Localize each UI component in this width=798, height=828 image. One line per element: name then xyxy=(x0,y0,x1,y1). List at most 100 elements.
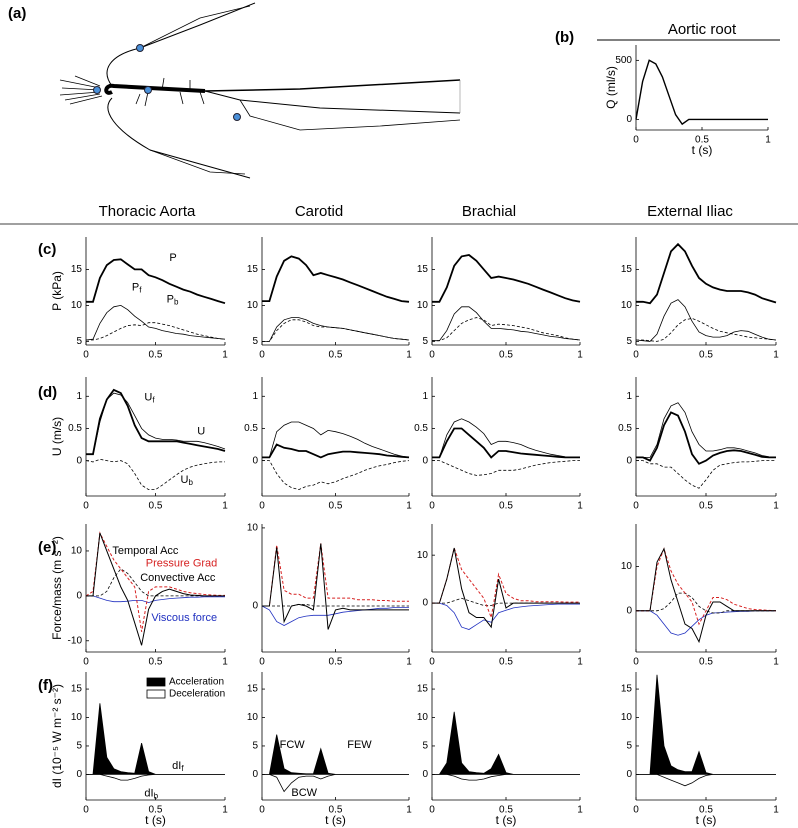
artery-network-diagram xyxy=(59,2,461,179)
series-line xyxy=(86,258,226,305)
x-tick-label: 1 xyxy=(406,805,412,816)
series-line xyxy=(432,254,581,303)
y-tick-label: 10 xyxy=(247,300,259,311)
artery xyxy=(135,77,205,107)
y-tick-label: 15 xyxy=(247,684,259,695)
panel-label: (f) xyxy=(38,677,53,694)
x-tick-label: 0.5 xyxy=(149,350,163,361)
annotation-text: P xyxy=(167,294,174,306)
x-tick-label: 0 xyxy=(259,501,265,512)
series-line xyxy=(262,421,410,458)
y-tick-label: 15 xyxy=(71,684,83,695)
y-tick-label: 5 xyxy=(252,741,258,752)
x-tick-label: 1 xyxy=(577,350,583,361)
y-tick-label: 15 xyxy=(417,684,429,695)
y-tick-label: 10 xyxy=(621,561,633,572)
y-tick-label: 15 xyxy=(417,264,429,275)
annotation: U xyxy=(197,426,205,438)
y-tick-label: 10 xyxy=(247,712,259,723)
y-tick-label: 10 xyxy=(71,546,83,557)
series-line xyxy=(636,242,777,305)
site-marker xyxy=(233,113,241,121)
annotation-text: dI xyxy=(172,760,181,772)
x-tick-label: 1 xyxy=(222,657,228,668)
x-tick-label: 0.5 xyxy=(329,501,343,512)
y-tick-label: 10 xyxy=(621,712,633,723)
y-tick-label: 0 xyxy=(422,455,428,466)
annotation-text: dI xyxy=(144,788,153,800)
panel-label: (d) xyxy=(38,384,57,401)
series-line xyxy=(635,59,768,126)
aorta xyxy=(104,83,206,95)
y-tick-label: 15 xyxy=(621,264,633,275)
annotation: Pf xyxy=(132,281,142,294)
y-tick-label: 0 xyxy=(626,605,632,616)
x-tick-label: 0 xyxy=(633,501,639,512)
y-tick-label: 15 xyxy=(71,264,83,275)
y-tick-label: 5 xyxy=(626,336,632,347)
annotation: Pb xyxy=(167,294,179,307)
x-tick-label: 0 xyxy=(83,657,89,668)
series-area xyxy=(636,774,776,787)
series-line xyxy=(432,427,580,459)
x-tick-label: 0.5 xyxy=(699,805,713,816)
x-tick-label: 0 xyxy=(83,805,89,816)
y-tick-label: 10 xyxy=(417,300,429,311)
x-tick-label: 0.5 xyxy=(499,350,513,361)
y-tick-label: 5 xyxy=(422,336,428,347)
annotation: dIf xyxy=(172,760,184,773)
x-tick-label: 0 xyxy=(259,657,265,668)
y-tick-label: 0 xyxy=(76,455,82,466)
series-line xyxy=(432,306,581,342)
chart-title: Aortic root xyxy=(668,21,737,38)
column-header: Carotid xyxy=(295,203,343,220)
series-line xyxy=(636,460,776,489)
x-tick-label: 1 xyxy=(577,501,583,512)
annotation-text: FCW xyxy=(280,739,306,751)
y-tick-label: 5 xyxy=(76,741,82,752)
annotation: Uf xyxy=(144,391,155,404)
y-tick-label: 0 xyxy=(76,769,82,780)
x-axis-label: t (s) xyxy=(145,813,166,827)
series-line xyxy=(636,547,777,626)
series-line xyxy=(432,418,580,458)
y-axis-label: dI (10⁻⁵ W m⁻² s⁻²) xyxy=(50,684,64,788)
x-tick-label: 0 xyxy=(83,350,89,361)
x-tick-label: 1 xyxy=(406,350,412,361)
y-tick-label: 10 xyxy=(417,712,429,723)
annotation: Ub xyxy=(181,474,194,487)
y-axis-label: P (kPa) xyxy=(50,271,64,311)
x-tick-label: 1 xyxy=(577,657,583,668)
annotation-text: U xyxy=(197,426,205,438)
y-tick-label: 5 xyxy=(626,741,632,752)
x-tick-label: 0 xyxy=(259,805,265,816)
y-tick-label: 0 xyxy=(422,598,428,609)
x-tick-label: 0 xyxy=(633,657,639,668)
series-line xyxy=(636,411,776,465)
artery xyxy=(239,99,461,131)
y-tick-label: 0 xyxy=(252,769,258,780)
series-line xyxy=(262,319,410,342)
y-tick-label: 5 xyxy=(422,741,428,752)
y-tick-label: 0 xyxy=(626,114,632,125)
x-tick-label: 0.5 xyxy=(699,501,713,512)
series-area xyxy=(262,774,409,793)
series-line xyxy=(432,546,580,620)
series-label: Convective Acc xyxy=(140,572,216,584)
y-tick-label: 10 xyxy=(417,550,429,561)
x-tick-label: 1 xyxy=(406,501,412,512)
x-tick-label: 1 xyxy=(773,805,779,816)
x-tick-label: 1 xyxy=(765,135,771,146)
annotation-subscript: f xyxy=(152,396,155,405)
annotation-subscript: b xyxy=(174,298,179,307)
series-line xyxy=(86,595,225,604)
series-line xyxy=(262,604,409,607)
artery xyxy=(106,2,256,87)
series-area xyxy=(432,711,580,775)
x-tick-label: 0.5 xyxy=(699,657,713,668)
y-tick-label: 0.5 xyxy=(244,423,258,434)
site-marker xyxy=(136,44,144,52)
series-line xyxy=(262,543,409,607)
annotation-subscript: b xyxy=(188,478,193,487)
series-line xyxy=(432,602,580,630)
